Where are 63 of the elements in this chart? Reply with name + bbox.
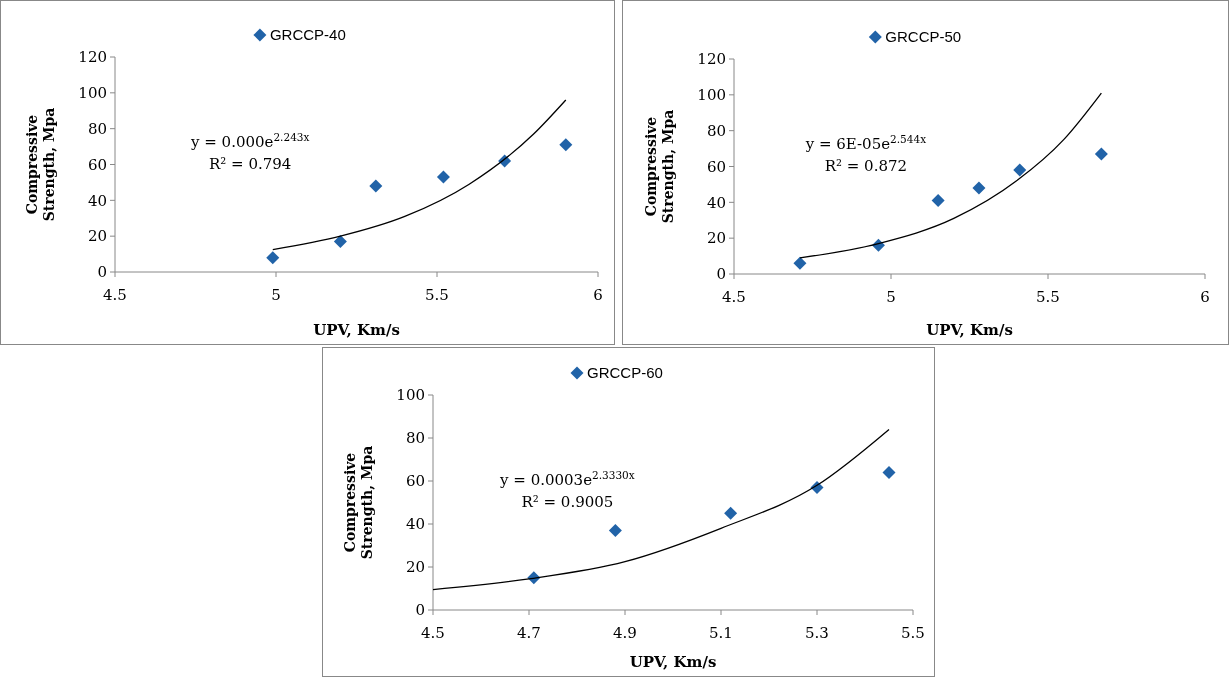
y-tick-label: 60 (87, 155, 107, 174)
y-tick-label: 0 (716, 265, 726, 284)
x-axis-title: UPV, Km/s (926, 321, 1013, 339)
y-tick-label: 120 (78, 48, 107, 67)
y-tick-label: 40 (405, 515, 425, 534)
x-axis-title: UPV, Km/s (313, 321, 400, 339)
point (559, 138, 573, 152)
point (793, 256, 807, 270)
x-tick-label: 5.5 (425, 286, 449, 304)
point (436, 170, 450, 184)
x-tick-label: 5.1 (709, 624, 733, 642)
annotation: R² = 0.794 (209, 155, 292, 174)
annotation: y = 0.0003e$^{2.3330x}$ (499, 469, 635, 490)
y-tick-label: 80 (405, 429, 425, 448)
point (931, 194, 945, 208)
x-tick-label: 5 (271, 286, 281, 304)
y-axis-title: Compressive Strength, Mpa (24, 107, 57, 222)
x-tick-label: 6 (1200, 288, 1210, 306)
y-tick-label: 20 (87, 227, 107, 246)
y-tick-label: 120 (697, 50, 726, 69)
y-tick-label: 40 (87, 191, 107, 210)
x-tick-label: 4.7 (517, 624, 541, 642)
x-tick-label: 6 (593, 286, 603, 304)
y-tick-label: 0 (415, 601, 425, 620)
x-tick-label: 5 (886, 288, 896, 306)
annotation: R² = 0.872 (824, 157, 908, 176)
y-axis-title: Compressive Strength, Mpa (342, 445, 375, 560)
y-tick-label: 80 (706, 121, 726, 140)
x-tick-label: 5.5 (1036, 288, 1060, 306)
point (972, 181, 986, 195)
point (333, 235, 347, 249)
legend-label: GRCCP-40 (269, 26, 346, 44)
x-tick-label: 5.3 (805, 624, 829, 642)
point (266, 251, 280, 265)
point (608, 523, 622, 537)
point (1013, 163, 1027, 177)
y-tick-label: 100 (396, 386, 425, 405)
y-tick-label: 60 (405, 472, 425, 491)
y-tick-label: 100 (697, 86, 726, 105)
annotation: y = 0.000e$^{2.243x}$ (190, 131, 310, 152)
x-axis-title: UPV, Km/s (629, 653, 717, 671)
x-tick-label: 4.5 (103, 286, 127, 304)
y-tick-label: 100 (78, 84, 107, 103)
y-tick-label: 20 (706, 229, 726, 248)
point (724, 506, 738, 520)
y-axis-title: Compressive Strength, Mpa (643, 109, 676, 224)
x-tick-label: 4.9 (613, 624, 637, 642)
legend-label: GRCCP-60 (587, 364, 663, 382)
y-tick-label: 40 (706, 193, 726, 212)
x-tick-label: 4.5 (421, 624, 445, 642)
y-tick-label: 0 (97, 263, 107, 282)
legend-label: GRCCP-50 (885, 28, 962, 46)
point (882, 465, 896, 479)
point (369, 179, 383, 193)
x-tick-label: 5.5 (901, 624, 925, 642)
y-tick-label: 60 (706, 157, 726, 176)
point (1094, 147, 1108, 161)
line-series (432, 428, 890, 591)
x-tick-label: 4.5 (722, 288, 746, 306)
y-tick-label: 20 (405, 558, 425, 577)
y-tick-label: 80 (87, 119, 107, 138)
annotation: y = 6E-05e$^{2.544x}$ (804, 133, 927, 154)
annotation: R² = 0.9005 (521, 493, 614, 512)
